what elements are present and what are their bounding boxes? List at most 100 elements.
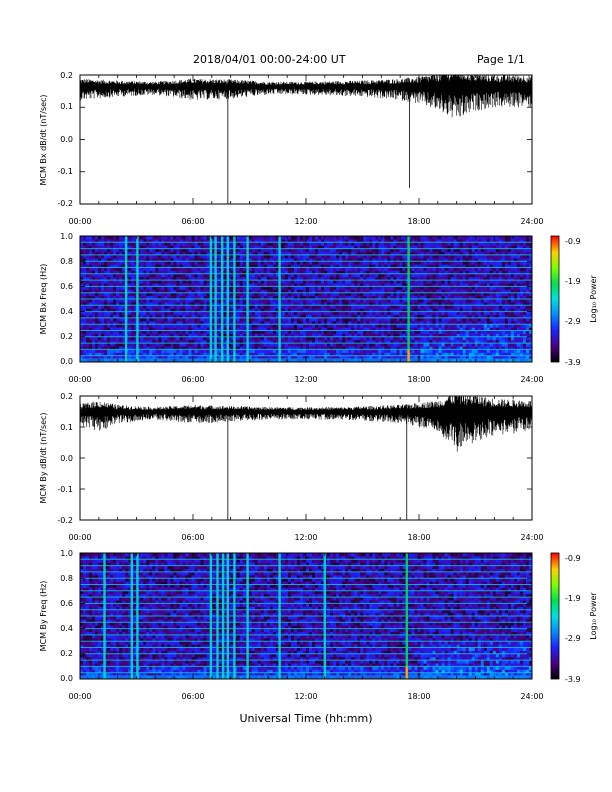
spectrogram-cell [302, 299, 307, 303]
spectrogram-cell [185, 295, 189, 300]
spectrogram-cell [80, 286, 84, 290]
spectrogram-cell [248, 239, 253, 243]
spectrogram-cell [306, 308, 310, 312]
spectrogram-cell [224, 292, 228, 297]
spectrogram-cell [345, 245, 349, 249]
spectrogram-cell [110, 239, 114, 243]
spectrogram-cell [423, 349, 427, 353]
spectrogram-cell [224, 276, 228, 281]
spectrogram-cell [89, 239, 93, 243]
spectrogram-cell [315, 317, 319, 322]
spectrogram-cell [80, 251, 84, 256]
spectrogram-cell [260, 242, 265, 246]
spectrogram-cell [122, 305, 126, 309]
spectrogram-cell [95, 352, 99, 356]
spectrogram-cell [336, 333, 340, 338]
spectrogram-cell [290, 286, 295, 290]
spectrogram-cell [236, 311, 240, 316]
spectrogram-cell [318, 245, 322, 249]
spectrogram-cell [89, 289, 93, 293]
spectrogram-cell [212, 286, 216, 290]
spectrogram-cell [206, 258, 210, 262]
spectrogram-cell [215, 273, 219, 278]
spectrogram-cell [287, 251, 292, 256]
spectrogram-cell [161, 305, 165, 309]
spectrogram-cell [179, 236, 183, 240]
spectrogram-cell [287, 245, 292, 249]
spectrogram-cell [351, 267, 355, 271]
spectrogram-cell [80, 324, 84, 328]
spectrogram-cell [321, 346, 325, 350]
spectrogram-cell [393, 314, 397, 319]
spectrogram-cell [293, 251, 298, 256]
spectrogram-cell [306, 239, 310, 243]
spectrogram-cell [360, 308, 364, 312]
spectrogram-cell [212, 317, 216, 322]
spectrogram-cell [257, 327, 262, 331]
spectrogram-cell [248, 248, 253, 253]
spectrogram-cell [188, 280, 192, 284]
spectrogram-cell [248, 336, 253, 341]
spectrogram-cell [417, 289, 421, 293]
spectrogram-cell [113, 289, 117, 293]
spectrogram-cell [378, 292, 382, 297]
spectrogram-cell [363, 299, 367, 303]
spectrogram-cell [447, 267, 451, 271]
spectrogram-cell [155, 308, 159, 312]
spectrogram-cell [411, 333, 415, 338]
spectrogram-cell [414, 286, 418, 290]
spectrogram-cell [95, 276, 99, 281]
spectrogram-cell [318, 264, 322, 268]
spectrogram-cell [381, 295, 385, 300]
spectrogram-cell [393, 236, 397, 240]
spectrogram-cell [206, 289, 210, 293]
spectrogram-cell [339, 321, 343, 325]
spectrogram-cell [348, 242, 352, 246]
spectrogram-cell [239, 336, 244, 341]
spectrogram-cell [302, 346, 307, 350]
spectrogram-cell [143, 327, 147, 331]
spectrogram-cell [122, 317, 126, 322]
spectrogram-cell [152, 339, 156, 344]
spectrogram-cell [360, 242, 364, 246]
spectrogram-cell [122, 261, 126, 265]
spectrogram-cell [429, 292, 433, 297]
spectrogram-cell [158, 317, 162, 322]
spectrogram-cell [330, 324, 334, 328]
spectrogram-cell [402, 254, 406, 259]
spectrogram-cell [173, 299, 177, 303]
spectrogram-cell [351, 280, 355, 284]
spectrogram-cell [411, 299, 415, 303]
spectrogram-cell [354, 349, 358, 353]
spectrogram-cell [92, 245, 96, 249]
spectrogram-cell [375, 283, 379, 287]
spectrogram-cell [203, 264, 207, 268]
spectrogram-cell [143, 311, 147, 316]
spectrogram-cell [98, 239, 102, 243]
spectrogram-cell [299, 343, 304, 347]
spectrogram-cell [447, 254, 451, 259]
spectrogram-cell [296, 330, 301, 334]
spectrogram-cell [435, 280, 439, 284]
spectrogram-cell [107, 248, 111, 253]
spectrogram-cell [435, 324, 439, 328]
spectrogram-cell [92, 295, 96, 300]
spectrogram-cell [402, 245, 406, 249]
spectrogram-cell [435, 330, 439, 334]
spectrogram-cell [336, 299, 340, 303]
spectrogram-cell [89, 236, 93, 240]
spectrogram-cell [414, 283, 418, 287]
spectrogram-cell [351, 295, 355, 300]
spectrogram-cell [336, 327, 340, 331]
spectrogram-cell [131, 355, 135, 360]
spectrogram-cell [170, 314, 174, 319]
spectrogram-cell [372, 270, 376, 275]
spectrogram-cell [266, 339, 271, 344]
spectrogram-cell [218, 324, 222, 328]
spectrogram-cell [357, 349, 361, 353]
spectrogram-cell [182, 245, 186, 249]
spectrogram-cell [146, 324, 150, 328]
spectrogram-cell [149, 343, 153, 347]
spectrogram-cell [284, 349, 289, 353]
spectrogram-cell [354, 299, 358, 303]
